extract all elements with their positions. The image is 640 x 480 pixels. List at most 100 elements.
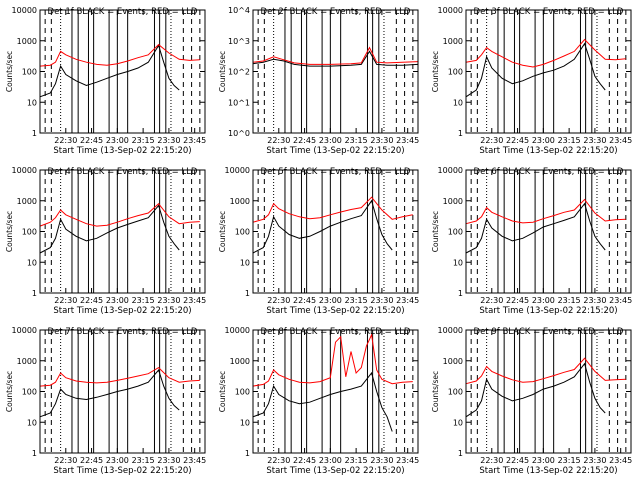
x-tick-label: 23:00 bbox=[319, 296, 342, 305]
plot-frame bbox=[252, 9, 419, 134]
y-tick-label: 10000 bbox=[12, 166, 37, 175]
x-tick-label: 23:30 bbox=[583, 296, 606, 305]
y-tick-label: 100 bbox=[448, 228, 463, 237]
plot-frame bbox=[465, 329, 632, 454]
y-tick-label: 1 bbox=[458, 449, 463, 458]
plot-frame bbox=[39, 9, 206, 134]
y-tick-label: 1000 bbox=[17, 37, 37, 46]
x-axis-label: Start Time (13-Sep-02 22:15:20) bbox=[53, 146, 191, 156]
y-tick-label: 1 bbox=[458, 129, 463, 138]
y-tick-label: 10000 bbox=[225, 326, 250, 335]
plot-frame bbox=[465, 169, 632, 294]
x-tick-label: 22:30 bbox=[54, 456, 77, 465]
y-axis-label: Counts/sec bbox=[5, 51, 14, 92]
x-tick-label: 22:45 bbox=[293, 296, 316, 305]
plot-frame bbox=[252, 329, 419, 454]
x-tick-label: 22:45 bbox=[506, 456, 529, 465]
x-tick-label: 23:00 bbox=[319, 456, 342, 465]
y-tick-label: 10^2 bbox=[228, 68, 250, 77]
x-tick-label: 22:45 bbox=[80, 296, 103, 305]
series-events-line bbox=[465, 202, 606, 254]
y-tick-label: 1 bbox=[32, 129, 37, 138]
y-tick-label: 10 bbox=[27, 418, 37, 427]
x-axis-label: Start Time (13-Sep-02 22:15:20) bbox=[53, 306, 191, 316]
x-tick-label: 23:45 bbox=[396, 136, 419, 145]
plot-frame bbox=[39, 169, 206, 294]
x-tick-label: 22:45 bbox=[506, 136, 529, 145]
x-tick-label: 23:45 bbox=[183, 456, 206, 465]
panel-7: 1 10 100 1000 10000 22:30 22:45 23:00 23:15 23:30… bbox=[5, 326, 206, 476]
series-lld-line bbox=[252, 333, 413, 387]
y-tick-label: 10 bbox=[453, 98, 463, 107]
x-tick-label: 23:30 bbox=[157, 456, 180, 465]
x-tick-label: 23:15 bbox=[132, 296, 155, 305]
y-tick-label: 10000 bbox=[438, 326, 463, 335]
x-tick-label: 23:45 bbox=[609, 296, 632, 305]
y-tick-label: 1 bbox=[32, 289, 37, 298]
y-tick-label: 100 bbox=[448, 388, 463, 397]
x-tick-label: 22:45 bbox=[293, 136, 316, 145]
x-tick-label: 22:45 bbox=[506, 296, 529, 305]
x-tick-label: 22:45 bbox=[293, 456, 316, 465]
y-tick-label: 1 bbox=[32, 449, 37, 458]
x-tick-label: 23:15 bbox=[132, 456, 155, 465]
series-lld-line bbox=[39, 43, 200, 67]
y-axis-label: Counts/sec bbox=[431, 51, 440, 92]
y-tick-label: 10 bbox=[27, 258, 37, 267]
y-tick-label: 100 bbox=[22, 228, 37, 237]
x-tick-label: 23:45 bbox=[609, 456, 632, 465]
x-tick-label: 23:00 bbox=[532, 456, 555, 465]
y-axis-label: Counts/sec bbox=[218, 51, 227, 92]
y-tick-label: 1000 bbox=[443, 357, 463, 366]
x-tick-label: 23:30 bbox=[370, 136, 393, 145]
panel-6: 1 10 100 1000 10000 22:30 22:45 23:00 23:15 23:30… bbox=[431, 166, 632, 316]
x-tick-label: 23:30 bbox=[370, 296, 393, 305]
x-tick-label: 23:45 bbox=[183, 136, 206, 145]
x-tick-label: 22:30 bbox=[267, 456, 290, 465]
y-tick-label: 1000 bbox=[17, 197, 37, 206]
panel-2: 10^0 10^1 10^2 10^3 10^4 22:30 22:45 23:00 23:15… bbox=[218, 6, 419, 156]
x-axis-label: Start Time (13-Sep-02 22:15:20) bbox=[479, 306, 617, 316]
y-axis-label: Counts/sec bbox=[5, 371, 14, 412]
panel-8: 1 10 100 1000 10000 22:30 22:45 23:00 23:15 23:30… bbox=[218, 326, 419, 476]
panel-5: 1 10 100 1000 10000 22:30 22:45 23:00 23:15 23:30… bbox=[218, 166, 419, 316]
x-tick-label: 23:00 bbox=[106, 296, 129, 305]
x-tick-label: 23:45 bbox=[609, 136, 632, 145]
x-axis-label: Start Time (13-Sep-02 22:15:20) bbox=[266, 466, 404, 476]
x-axis-label: Start Time (13-Sep-02 22:15:20) bbox=[266, 306, 404, 316]
x-tick-label: 22:30 bbox=[480, 456, 503, 465]
panel-title: Det 3f BLACK = Events, RED = LLD bbox=[474, 7, 624, 17]
series-lld-line bbox=[465, 38, 626, 68]
panel-3: 1 10 100 1000 10000 22:30 22:45 23:00 23:15 23:30… bbox=[431, 6, 632, 156]
y-tick-label: 10 bbox=[453, 258, 463, 267]
x-tick-label: 23:15 bbox=[558, 296, 581, 305]
y-tick-label: 100 bbox=[235, 388, 250, 397]
y-tick-label: 10000 bbox=[225, 166, 250, 175]
x-tick-label: 23:00 bbox=[532, 136, 555, 145]
y-tick-label: 10 bbox=[27, 98, 37, 107]
x-tick-label: 23:45 bbox=[396, 296, 419, 305]
y-tick-label: 10^1 bbox=[228, 98, 250, 107]
y-tick-label: 1 bbox=[458, 289, 463, 298]
y-tick-label: 10 bbox=[453, 418, 463, 427]
x-tick-label: 23:30 bbox=[583, 456, 606, 465]
series-events-line bbox=[252, 199, 393, 254]
series-lld-line bbox=[465, 357, 626, 385]
x-tick-label: 22:30 bbox=[480, 136, 503, 145]
y-tick-label: 100 bbox=[22, 388, 37, 397]
panel-1: 1 10 100 1000 10000 22:30 22:45 23:00 23:15 23:30… bbox=[5, 6, 206, 156]
x-tick-label: 23:00 bbox=[106, 456, 129, 465]
series-lld-line bbox=[39, 202, 200, 227]
series-events-line bbox=[465, 42, 606, 98]
y-tick-label: 100 bbox=[448, 68, 463, 77]
y-tick-label: 1000 bbox=[230, 197, 250, 206]
panel-title: Det 5f BLACK = Events, RED = LLD bbox=[261, 167, 411, 177]
y-tick-label: 10000 bbox=[438, 166, 463, 175]
series-events-line bbox=[252, 50, 419, 67]
x-tick-label: 22:30 bbox=[480, 296, 503, 305]
y-tick-label: 10000 bbox=[12, 6, 37, 15]
y-tick-label: 1000 bbox=[230, 357, 250, 366]
y-axis-label: Counts/sec bbox=[431, 371, 440, 412]
panel-title: Det 8f BLACK = Events, RED = LLD bbox=[261, 327, 411, 337]
